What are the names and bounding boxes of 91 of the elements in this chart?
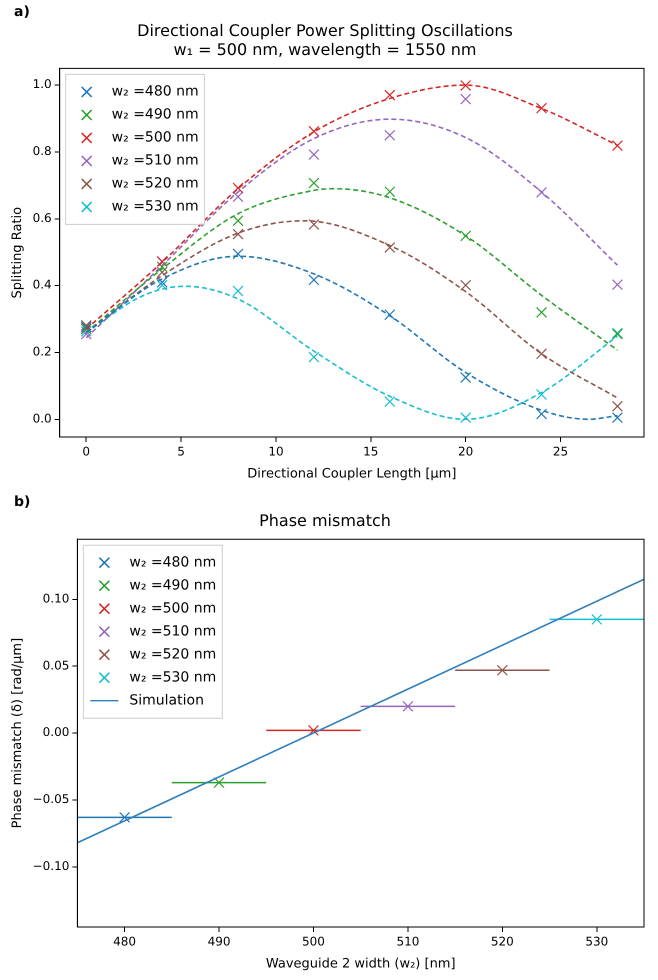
point (612, 412, 623, 424)
point (308, 126, 320, 137)
point (536, 408, 548, 420)
legend-label: w₂ =520 nm (129, 646, 216, 662)
chart-subtitle: w₁ = 500 nm, wavelength = 1550 nm (174, 40, 476, 59)
y-tick-label: 1.0 (32, 77, 52, 92)
x-tick-label: 25 (552, 444, 568, 458)
point (384, 242, 396, 254)
point (308, 149, 320, 160)
point (308, 352, 320, 363)
point (308, 177, 320, 189)
point (308, 274, 320, 286)
point (536, 102, 548, 114)
x-tick-label: 0 (82, 444, 90, 458)
point (536, 389, 548, 400)
point (232, 191, 244, 202)
y-axis-title: Splitting Ratio (10, 206, 26, 298)
legend-label: w₂ =490 nm (112, 106, 199, 123)
y-axis-title: Phase mismatch (δ) [rad/μm] (10, 638, 26, 828)
line-series (85, 118, 618, 339)
y-tick-label: 0.0 (32, 411, 52, 426)
point (460, 94, 472, 105)
y-tick-label: 0.8 (32, 144, 52, 158)
point (232, 285, 244, 297)
point (232, 215, 244, 226)
legend-label: w₂ =530 nm (112, 198, 199, 215)
x-tick-label: 490 (208, 934, 230, 948)
legend-label: w₂ =510 nm (129, 623, 216, 640)
x-tick-label: 20 (458, 444, 474, 458)
point (119, 812, 130, 823)
point (156, 276, 168, 288)
point (384, 186, 396, 198)
x-tick-label: 500 (302, 934, 325, 948)
point (460, 280, 472, 291)
point (496, 664, 508, 676)
legend-label: w₂ =510 nm (112, 152, 199, 169)
point (612, 400, 623, 412)
point (536, 306, 548, 318)
point (384, 90, 396, 101)
legend-label: w₂ =530 nm (129, 669, 216, 686)
legend-label: w₂ =490 nm (129, 577, 216, 594)
x-tick-label: 520 (490, 934, 514, 948)
point (536, 186, 548, 198)
point (612, 279, 623, 290)
point (460, 230, 472, 242)
legend-label: w₂ =480 nm (129, 554, 216, 570)
x-tick-label: 480 (113, 934, 136, 948)
y-tick-label: 0.2 (32, 344, 52, 359)
point (460, 80, 472, 91)
point (232, 182, 244, 194)
y-tick-label: 0.6 (32, 210, 52, 225)
legend-label: w₂ =480 nm (112, 84, 199, 100)
chart-title: Directional Coupler Power Splitting Oscillations (137, 20, 513, 40)
chart-title: Phase mismatch (259, 510, 391, 530)
x-tick-label: 510 (396, 934, 420, 948)
y-tick-label: 0.05 (42, 658, 70, 672)
point (213, 777, 225, 788)
point (460, 412, 472, 424)
y-tick-label: 0.00 (42, 725, 70, 740)
point (156, 266, 168, 278)
legend-label: w₂ =520 nm (112, 176, 199, 192)
y-tick-label: −0.10 (32, 858, 70, 873)
point (460, 372, 472, 384)
point (612, 140, 623, 152)
legend-label: w₂ =500 nm (112, 130, 199, 146)
x-tick-label: 10 (268, 444, 284, 458)
legend-label: Simulation (129, 692, 204, 708)
point (80, 328, 92, 340)
x-tick-label: 530 (585, 934, 608, 948)
x-tick-label: 5 (177, 444, 185, 458)
point (591, 614, 602, 625)
point (384, 396, 396, 408)
point (384, 130, 396, 141)
text: a) (14, 4, 30, 20)
point (308, 724, 320, 736)
point (536, 348, 548, 360)
point (232, 248, 244, 260)
point (308, 218, 320, 230)
x-axis-title: Directional Coupler Length [μm] (247, 466, 456, 482)
point (156, 280, 168, 291)
point (402, 700, 414, 712)
y-tick-label: 0.4 (32, 278, 52, 292)
y-tick-label: −0.05 (32, 792, 70, 806)
text: b) (14, 494, 30, 510)
y-tick-label: 0.10 (42, 592, 70, 606)
point (232, 228, 244, 240)
x-axis-title: Waveguide 2 width (w₂) [nm] (266, 956, 456, 972)
legend-label: w₂ =500 nm (129, 600, 216, 616)
x-tick-label: 15 (363, 444, 378, 458)
point (156, 261, 168, 272)
point (384, 309, 396, 320)
